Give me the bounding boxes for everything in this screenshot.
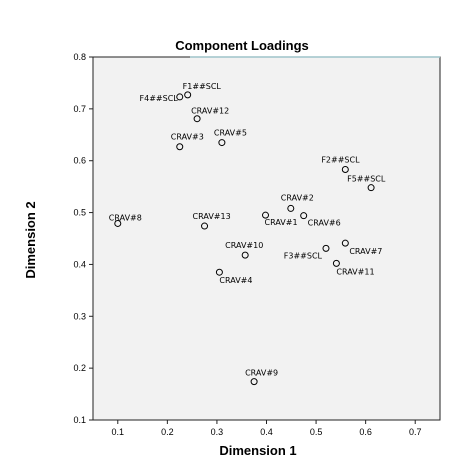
plot-area — [92, 56, 441, 421]
data-point — [176, 143, 184, 151]
y-tick-label: 0.2 — [73, 363, 86, 373]
data-point — [215, 268, 223, 276]
x-tick-label: 0.4 — [260, 427, 273, 437]
y-tick-label: 0.8 — [73, 52, 86, 62]
data-points: F1##SCL F4##SCL CRAV#12 CRAV#3 CRAV#5 F2##SCL… — [109, 82, 386, 386]
data-point-label: CRAV#4 — [219, 276, 252, 285]
data-point-label: CRAV#1 — [265, 218, 298, 227]
data-point — [218, 139, 226, 147]
x-axis-title: Dimension 1 — [219, 443, 296, 458]
data-point — [250, 378, 258, 386]
data-point — [287, 204, 295, 212]
data-point — [262, 211, 270, 219]
data-point — [193, 115, 201, 123]
data-point — [341, 166, 349, 174]
x-tick-label: 0.3 — [211, 427, 224, 437]
data-point-label: CRAV#6 — [308, 219, 341, 228]
data-point-label: CRAV#11 — [336, 267, 374, 276]
data-point-label: CRAV#7 — [349, 247, 382, 256]
x-tick-label: 0.1 — [112, 427, 125, 437]
data-point — [114, 219, 122, 227]
data-point — [367, 184, 375, 192]
y-tick-label: 0.7 — [73, 104, 86, 114]
data-point — [184, 91, 192, 99]
data-point-label: CRAV#12 — [191, 107, 229, 116]
x-tick-label: 0.2 — [161, 427, 174, 437]
y-tick-label: 0.4 — [73, 259, 86, 269]
y-tick-label: 0.1 — [73, 415, 86, 425]
x-axis-ticks: 0.1 0.2 0.3 0.4 0.5 0.6 0.7 — [112, 420, 422, 437]
data-point — [241, 251, 249, 259]
y-tick-label: 0.3 — [73, 311, 86, 321]
data-point-label: F1##SCL — [183, 82, 222, 91]
data-point — [322, 244, 330, 252]
data-point-label: CRAV#9 — [245, 369, 278, 378]
data-point — [176, 93, 184, 101]
data-point-label: CRAV#5 — [214, 129, 247, 138]
y-tick-label: 0.6 — [73, 156, 86, 166]
data-point-label: F4##SCL — [140, 94, 179, 103]
data-point-label: F2##SCL — [321, 156, 360, 165]
data-point — [201, 222, 209, 230]
data-point-label: CRAV#8 — [109, 213, 142, 222]
y-axis-title: Dimension 2 — [23, 201, 38, 278]
y-tick-label: 0.5 — [73, 208, 86, 218]
data-point-label: F3##SCL — [284, 251, 323, 260]
data-point — [332, 259, 340, 267]
data-point-label: F5##SCL — [347, 175, 386, 184]
chart-title: Component Loadings — [175, 38, 309, 53]
data-point-label: CRAV#13 — [193, 212, 231, 221]
x-tick-label: 0.6 — [359, 427, 372, 437]
data-point-label: CRAV#2 — [281, 193, 314, 202]
x-tick-label: 0.5 — [310, 427, 323, 437]
data-point-label: CRAV#3 — [171, 133, 204, 142]
data-point-label: CRAV#10 — [225, 241, 263, 250]
y-axis-ticks: 0.1 0.2 0.3 0.4 0.5 0.6 0.7 0.8 — [73, 52, 93, 425]
data-point — [300, 212, 308, 220]
data-point — [341, 239, 349, 247]
x-tick-label: 0.7 — [409, 427, 422, 437]
